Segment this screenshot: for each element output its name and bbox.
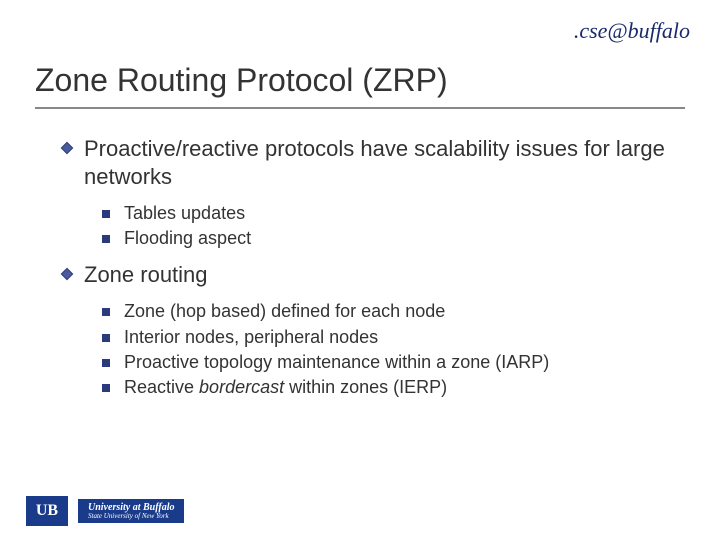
bullet-text: Interior nodes, peripheral nodes [124, 326, 378, 349]
ub-mark-icon: UB [26, 496, 68, 526]
diamond-icon [60, 141, 74, 155]
slide-title: Zone Routing Protocol (ZRP) [35, 62, 448, 99]
bullet-text: Zone routing [84, 261, 208, 289]
footer-line1: University at Buffalo [88, 502, 174, 513]
footer-logo: UB University at Buffalo State Universit… [26, 496, 184, 526]
bullet-text: Proactive/reactive protocols have scalab… [84, 135, 670, 190]
diamond-icon [60, 267, 74, 281]
header-logo: .cse@buffalo [574, 18, 690, 44]
bullet-level2: Reactive bordercast within zones (IERP) [102, 376, 670, 399]
bullet-level1: Proactive/reactive protocols have scalab… [60, 135, 670, 190]
title-rule [35, 107, 685, 109]
bullet-text: Zone (hop based) defined for each node [124, 300, 445, 323]
square-icon [102, 235, 110, 243]
square-icon [102, 359, 110, 367]
bullet-text-suffix: within zones (IERP) [284, 377, 447, 397]
bullet-level2: Flooding aspect [102, 227, 670, 250]
bullet-text: Reactive bordercast within zones (IERP) [124, 376, 447, 399]
bullet-text: Proactive topology maintenance within a … [124, 351, 549, 374]
square-icon [102, 210, 110, 218]
content-area: Proactive/reactive protocols have scalab… [60, 135, 670, 402]
square-icon [102, 308, 110, 316]
square-icon [102, 334, 110, 342]
bullet-text-prefix: Reactive [124, 377, 199, 397]
bullet-text: Flooding aspect [124, 227, 251, 250]
bullet-text-italic: bordercast [199, 377, 284, 397]
bullet-level1: Zone routing [60, 261, 670, 289]
bullet-text: Tables updates [124, 202, 245, 225]
bullet-level2: Zone (hop based) defined for each node [102, 300, 670, 323]
bullet-level2: Proactive topology maintenance within a … [102, 351, 670, 374]
bullet-level2: Tables updates [102, 202, 670, 225]
square-icon [102, 384, 110, 392]
footer-line2: State University of New York [88, 513, 174, 521]
bullet-level2: Interior nodes, peripheral nodes [102, 326, 670, 349]
ub-wordmark: University at Buffalo State University o… [78, 499, 184, 524]
